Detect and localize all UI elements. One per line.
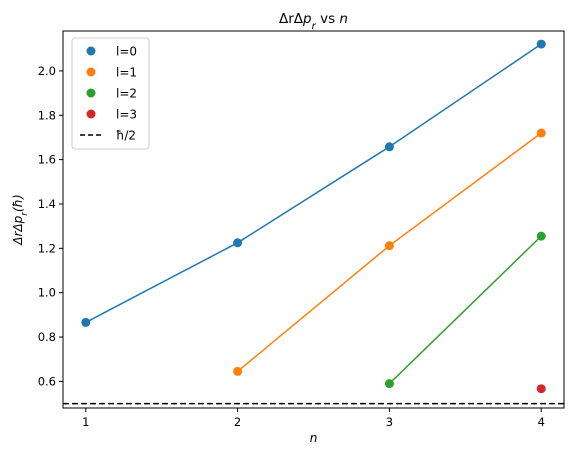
legend-box xyxy=(71,37,150,150)
y-tick-label: 1.8 xyxy=(38,108,56,122)
x-axis-title: n xyxy=(310,431,318,445)
y-tick-label: 1.6 xyxy=(38,153,56,167)
data-point-l1-n3 xyxy=(384,241,394,251)
data-point-l0-n4 xyxy=(536,39,546,49)
x-tick-label: 4 xyxy=(538,415,545,429)
legend-marker-l0 xyxy=(86,46,96,56)
x-tick-label: 3 xyxy=(386,415,393,429)
chart-title: ΔrΔpr vs n xyxy=(279,11,348,32)
legend-label-l2: l=2 xyxy=(116,87,137,101)
data-point-l2-n3 xyxy=(384,379,394,389)
data-point-l2-n4 xyxy=(536,231,546,241)
x-tick-label: 1 xyxy=(82,415,89,429)
y-tick-label: 1.4 xyxy=(38,197,56,211)
series-line-l0 xyxy=(85,43,542,324)
data-point-l3-n4 xyxy=(536,384,546,394)
legend-label-l1: l=1 xyxy=(116,66,137,80)
x-tick-label: 2 xyxy=(234,415,241,429)
legend-label-l3: l=3 xyxy=(116,108,137,122)
legend-marker-l1 xyxy=(86,67,96,77)
series-line-l2 xyxy=(388,235,542,385)
data-point-l0-n1 xyxy=(81,317,91,327)
y-tick-label: 2.0 xyxy=(38,64,56,78)
data-point-l0-n3 xyxy=(384,142,394,152)
legend-label-hbar-half: ħ/2 xyxy=(116,129,136,143)
legend-label-l0: l=0 xyxy=(116,45,137,59)
y-axis-title: ΔrΔpr(ħ) xyxy=(11,194,30,245)
legend-marker-l3 xyxy=(86,109,96,119)
plot-area xyxy=(63,39,564,405)
axis-ticks: 1 2 3 4 0.6 0.8 1.0 1.2 1.4 1.6 1.8 2.0 xyxy=(38,64,545,429)
y-tick-label: 1.2 xyxy=(38,241,56,255)
y-tick-label: 0.6 xyxy=(38,374,56,388)
legend: l=0 l=1 l=2 l=3 ħ/2 xyxy=(71,37,150,150)
y-tick-label: 1.0 xyxy=(38,286,56,300)
data-point-l1-n4 xyxy=(536,128,546,138)
y-tick-label: 0.8 xyxy=(38,330,56,344)
legend-marker-l2 xyxy=(86,88,96,98)
data-point-l0-n2 xyxy=(233,238,243,248)
series-line-l1 xyxy=(237,132,542,372)
data-point-l1-n2 xyxy=(233,366,243,376)
axes-frame xyxy=(62,30,565,409)
